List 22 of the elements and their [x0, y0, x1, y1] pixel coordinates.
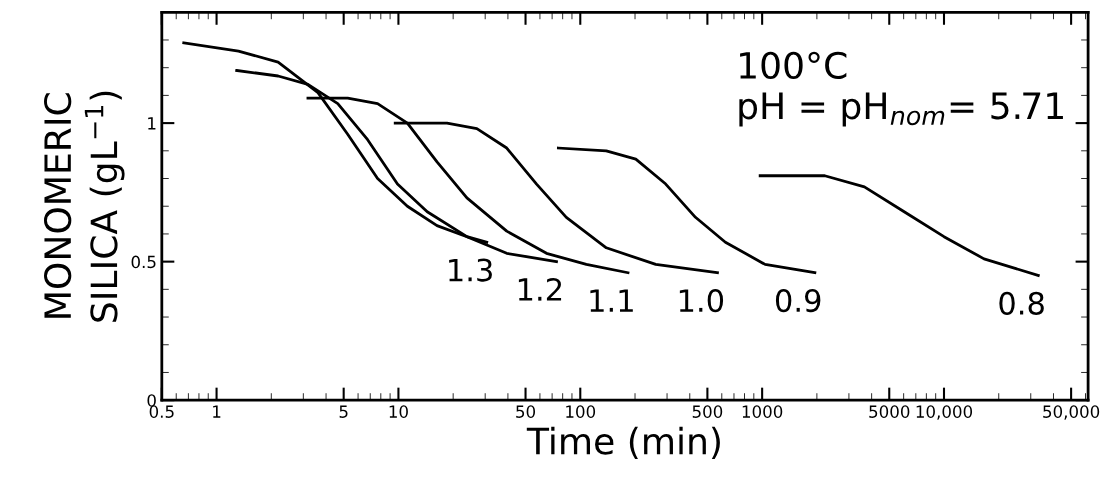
annotation: 0.9	[775, 289, 821, 313]
y-axis-title: MONOMERIC SILICA (gL$^{−1}$)	[44, 91, 125, 322]
x-axis-title: Time (min)	[526, 426, 720, 459]
annotation: 1.0	[679, 289, 724, 313]
x-tick-label: 10	[389, 405, 408, 418]
y-tick-label: 0	[147, 394, 156, 407]
annotation: 1.3	[449, 258, 492, 282]
x-tick-label: 50	[516, 405, 536, 418]
annotation: 0.8	[999, 291, 1044, 315]
x-tick-label: 100	[566, 405, 596, 418]
x-tick-label: 1000	[742, 405, 783, 418]
x-tick-label: 1	[213, 405, 221, 418]
annotation: 1.2	[518, 277, 562, 301]
x-tick-label: 10,000	[916, 405, 973, 420]
x-tick-label: 500	[692, 405, 723, 418]
y-tick-label: 1	[148, 117, 156, 130]
y-tick-label: 0.5	[131, 255, 156, 269]
annotation: 1.1	[590, 289, 633, 312]
x-tick-label: 5000	[869, 405, 910, 418]
annotation: 100°C pH = pH$_{nom}$= 5.71	[739, 51, 1063, 127]
x-tick-label: 50,000	[1043, 405, 1100, 420]
x-tick-label: 5	[339, 405, 348, 418]
